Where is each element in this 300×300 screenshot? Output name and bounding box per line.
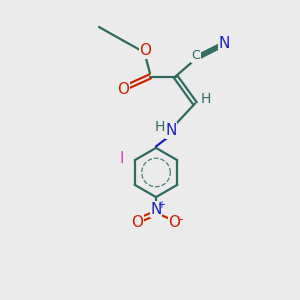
Text: C: C [191,49,200,62]
Text: O: O [131,215,143,230]
Text: H: H [154,120,165,134]
Text: -: - [178,213,183,226]
Text: I: I [120,151,124,166]
Text: H: H [200,92,211,106]
Text: N: N [165,123,177,138]
Text: O: O [140,44,152,59]
Text: N: N [150,202,162,217]
Text: O: O [117,82,129,98]
Text: N: N [218,36,230,51]
Text: +: + [157,200,165,210]
Text: O: O [169,215,181,230]
